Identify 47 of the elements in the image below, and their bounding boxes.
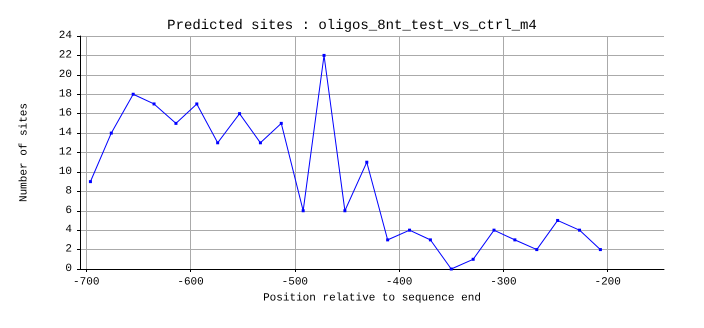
- point: [365, 160, 368, 164]
- point: [428, 238, 432, 242]
- y-tick-label: 6: [65, 204, 72, 217]
- point: [302, 209, 305, 212]
- point: [450, 268, 453, 270]
- y-tick-label: 12: [58, 146, 72, 158]
- point: [280, 122, 283, 125]
- chart-title: Predicted sites : oligos_8nt_test_vs_ctrl_m4: [167, 18, 537, 34]
- x-tick-label: -200: [594, 276, 621, 288]
- point: [238, 112, 242, 116]
- point: [322, 54, 326, 57]
- point: [88, 180, 92, 184]
- y-tick-label: 10: [58, 166, 72, 178]
- x-tick-label: -500: [282, 276, 308, 288]
- point: [535, 248, 538, 252]
- point: [343, 209, 346, 212]
- x-tick-label: -700: [73, 276, 100, 288]
- y-tick-label: 2: [65, 244, 72, 256]
- point: [152, 102, 156, 106]
- y-tick-label: 0: [65, 263, 72, 275]
- point: [258, 141, 262, 144]
- point: [556, 218, 560, 222]
- y-axis-title: Number of sites: [18, 102, 30, 202]
- y-tick-label: 8: [65, 185, 72, 198]
- x-tick-label: -600: [177, 276, 204, 288]
- y-tick-label: 20: [58, 68, 72, 81]
- x-tick-label: -300: [490, 276, 517, 288]
- point: [195, 102, 198, 106]
- y-tick-label: 18: [58, 88, 72, 100]
- y-tick-label: 4: [65, 224, 72, 236]
- point: [408, 228, 412, 232]
- point: [513, 238, 516, 242]
- y-tick-label: 24: [58, 30, 72, 42]
- point: [132, 92, 135, 96]
- y-tick-label: 14: [58, 127, 72, 140]
- x-axis-title: Position relative to sequence end: [263, 292, 481, 304]
- x-tick-label: -400: [386, 276, 412, 288]
- point: [110, 132, 113, 135]
- point: [492, 228, 496, 232]
- point: [472, 258, 475, 261]
- point: [174, 122, 178, 125]
- point: [386, 238, 390, 242]
- point: [598, 248, 602, 252]
- point: [578, 228, 582, 232]
- point: [216, 141, 220, 144]
- y-tick-label: 22: [58, 49, 72, 62]
- y-tick-label: 16: [58, 108, 72, 120]
